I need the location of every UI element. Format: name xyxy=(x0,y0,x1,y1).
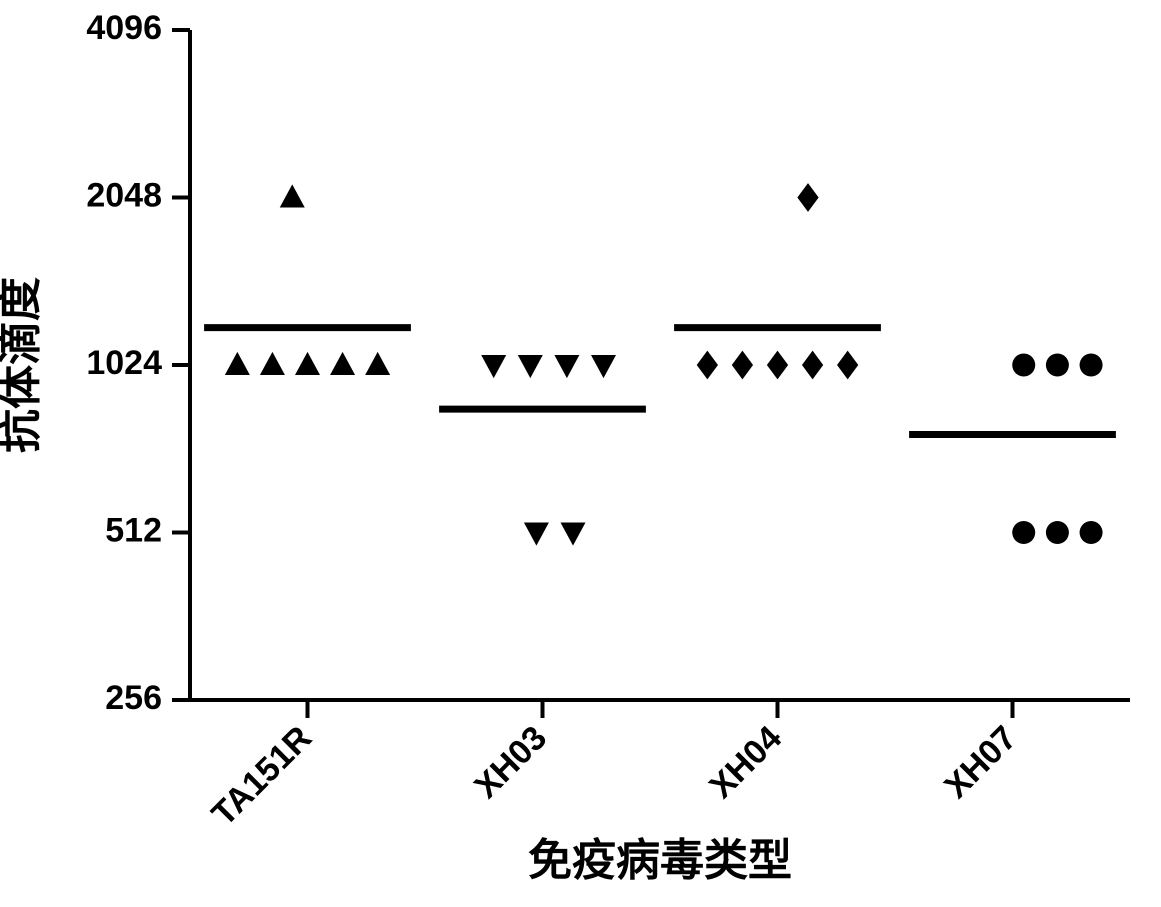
ytick-label: 4096 xyxy=(86,9,162,47)
chart-container: 256 512 1024 2048 4096 抗体滴度 TA151R XH03 XH04 XH07… xyxy=(0,0,1161,907)
data-point xyxy=(732,351,753,380)
ytick-label: 512 xyxy=(105,511,162,549)
data-point xyxy=(481,355,506,378)
data-point xyxy=(591,355,616,378)
xtick-label: XH03 xyxy=(467,719,554,806)
ytick-label: 2048 xyxy=(86,176,162,214)
ytick-label: 1024 xyxy=(86,344,162,382)
data-point xyxy=(1012,521,1035,544)
data-point xyxy=(1046,521,1069,544)
xtick-label: TA151R xyxy=(205,719,320,834)
data-point xyxy=(365,352,390,375)
data-point xyxy=(1046,354,1069,377)
data-point xyxy=(802,351,823,380)
y-axis-title: 抗体滴度 xyxy=(0,277,45,453)
data-point xyxy=(1080,354,1103,377)
data-point xyxy=(767,351,788,380)
data-point xyxy=(554,355,579,378)
data-point xyxy=(518,355,543,378)
data-point xyxy=(1080,521,1103,544)
xtick-label: XH04 xyxy=(702,719,789,806)
scatter-chart: 256 512 1024 2048 4096 抗体滴度 TA151R XH03 XH04 XH07… xyxy=(0,0,1161,907)
data-point xyxy=(837,351,858,380)
xtick-label: XH07 xyxy=(937,719,1024,806)
data-point xyxy=(697,351,718,380)
data-point xyxy=(1012,354,1035,377)
ytick-label: 256 xyxy=(105,679,162,717)
data-point xyxy=(797,183,818,212)
data-point xyxy=(295,352,320,375)
data-point xyxy=(330,352,355,375)
data-point xyxy=(280,184,305,207)
data-point xyxy=(225,352,250,375)
x-axis-title: 免疫病毒类型 xyxy=(528,836,792,885)
data-point xyxy=(524,523,549,546)
data-point xyxy=(260,352,285,375)
data-point xyxy=(561,523,586,546)
